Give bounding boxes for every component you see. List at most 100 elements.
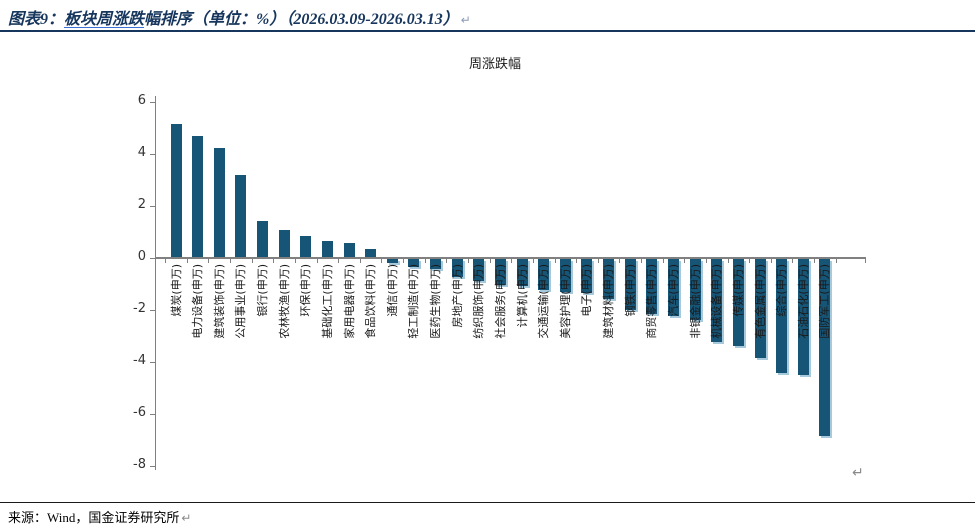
x-axis-tick — [706, 259, 707, 263]
chart-bar — [517, 259, 528, 286]
x-axis-tick — [728, 259, 729, 263]
x-axis-label: 房地产(申万) — [451, 264, 464, 328]
y-axis-tick-label: 4 — [137, 145, 146, 160]
chart-title: 周涨跌幅 — [468, 57, 521, 72]
chart-bar — [755, 259, 766, 358]
x-axis-label: 传媒(申万) — [732, 264, 745, 317]
y-axis-tick — [150, 466, 155, 467]
y-axis-tick — [150, 362, 155, 363]
x-axis-label: 电力设备(申万) — [191, 264, 204, 339]
x-axis-tick — [684, 259, 685, 263]
y-axis-tick-label: -2 — [133, 301, 146, 316]
chart-bar — [279, 230, 290, 257]
chart-bar — [387, 259, 398, 263]
x-axis-label: 石油石化(申万) — [797, 264, 810, 339]
x-axis-tick — [403, 259, 404, 263]
chart-bar — [452, 259, 463, 277]
y-axis-tick-label: -6 — [133, 405, 146, 420]
x-axis-label: 银行(申万) — [256, 264, 269, 317]
x-axis-tick — [295, 259, 296, 263]
x-axis-tick — [317, 259, 318, 263]
y-axis-tick — [150, 414, 155, 415]
x-axis-tick — [208, 259, 209, 263]
figure-title: 图表9：板块周涨跌幅排序（单位：%）（2026.03.09-2026.03.13… — [8, 5, 968, 29]
x-axis-label: 商贸零售(申万) — [645, 264, 658, 339]
chart-bar — [344, 243, 355, 257]
x-axis-tick — [360, 259, 361, 263]
chart-bar — [776, 259, 787, 373]
x-axis-label: 美容护理(申万) — [559, 264, 572, 339]
chart-bar — [646, 259, 657, 314]
y-axis-tick — [150, 310, 155, 311]
chart-bar — [668, 259, 679, 316]
chart-bar — [733, 259, 744, 346]
paragraph-mark-icon: ↵ — [181, 511, 192, 525]
y-axis-tick-label: -4 — [133, 353, 146, 368]
figure-title-suffix: 幅排序（单位：%）（2026.03.09-2026.03.13） — [144, 11, 459, 28]
chart-bar — [214, 148, 225, 257]
x-axis-tick — [792, 259, 793, 263]
chart-bar — [300, 236, 311, 257]
chart-bar — [581, 259, 592, 293]
y-axis-tick-label: 0 — [137, 249, 146, 264]
x-axis-tick — [490, 259, 491, 263]
x-axis-tick — [576, 259, 577, 263]
x-axis-tick — [814, 259, 815, 263]
x-axis-label: 轻工制造(申万) — [407, 264, 420, 339]
x-axis-tick — [381, 259, 382, 263]
chart-bar — [473, 259, 484, 281]
x-axis-label: 家用电器(申万) — [343, 264, 356, 339]
x-axis-tick — [252, 259, 253, 263]
chart-bar — [171, 124, 182, 257]
x-axis-label: 社会服务(申万) — [494, 264, 507, 339]
x-axis-label: 农林牧渔(申万) — [278, 264, 291, 339]
figure-title-prefix: 图表9： — [8, 11, 65, 28]
chart-bar — [495, 259, 506, 285]
paragraph-mark-icon: ↵ — [852, 464, 864, 480]
x-axis-tick — [749, 259, 750, 263]
chart-bar — [798, 259, 809, 375]
chart-bar — [322, 241, 333, 257]
y-axis-tick — [150, 102, 155, 103]
paragraph-mark-icon: ↵ — [460, 13, 471, 27]
x-axis-label: 电子(申万) — [580, 264, 593, 317]
x-axis-label: 医药生物(申万) — [429, 264, 442, 339]
chart-bar — [625, 259, 636, 310]
x-axis-label: 计算机(申万) — [516, 264, 529, 328]
chart-bar — [560, 259, 571, 292]
x-axis-label: 有色金属(申万) — [754, 264, 767, 339]
x-axis-tick — [865, 259, 866, 263]
x-axis-label: 公用事业(申万) — [234, 264, 247, 339]
x-axis-label: 机械设备(申万) — [710, 264, 723, 339]
source-note-text: 来源：Wind，国金证券研究所 — [8, 510, 180, 525]
chart-bar — [365, 249, 376, 257]
x-axis-label: 环保(申万) — [299, 264, 312, 317]
x-axis-tick — [165, 259, 166, 263]
x-axis-tick — [619, 259, 620, 263]
y-axis-tick-label: -8 — [133, 457, 146, 472]
x-axis-label: 建筑装饰(申万) — [213, 264, 226, 339]
x-axis-label: 汽车(申万) — [667, 264, 680, 317]
chart-bar — [408, 259, 419, 267]
x-axis-tick — [836, 259, 837, 263]
x-axis-label: 煤炭(申万) — [170, 264, 183, 317]
x-axis-tick — [230, 259, 231, 263]
x-axis-tick — [771, 259, 772, 263]
x-axis-label: 通信(申万) — [386, 264, 399, 317]
x-axis-tick — [598, 259, 599, 263]
x-axis-tick — [533, 259, 534, 263]
x-axis-tick — [641, 259, 642, 263]
chart-bar — [690, 259, 701, 320]
x-axis-tick — [338, 259, 339, 263]
y-axis-tick — [150, 258, 155, 259]
chart-bar — [711, 259, 722, 342]
x-axis-label: 国防军工(申万) — [818, 264, 831, 339]
x-axis-label: 综合(申万) — [775, 264, 788, 317]
x-axis-label: 交通运输(申万) — [537, 264, 550, 339]
x-axis-tick — [187, 259, 188, 263]
x-axis-label: 纺织服饰(申万) — [472, 264, 485, 339]
y-axis-tick — [150, 154, 155, 155]
y-axis-tick-label: 6 — [137, 93, 146, 108]
